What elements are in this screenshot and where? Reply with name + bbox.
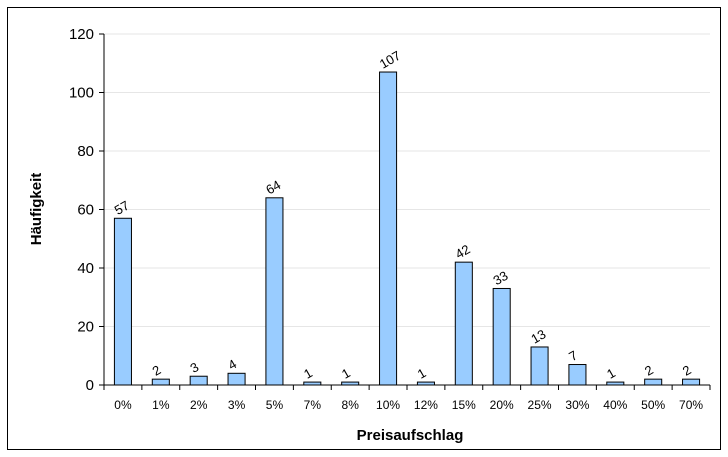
bar: [682, 378, 701, 386]
x-tick-label: 25%: [528, 398, 552, 412]
data-label: 13: [528, 326, 548, 346]
data-label: 2: [680, 362, 694, 379]
bar: [644, 378, 663, 386]
y-tick-label: 60: [77, 202, 94, 219]
x-tick-label: 40%: [603, 398, 627, 412]
data-label: 64: [263, 177, 283, 197]
data-label: 33: [490, 268, 510, 288]
bar: [151, 378, 170, 386]
y-tick-label: 40: [77, 260, 94, 277]
bar: [265, 197, 284, 386]
y-tick-label: 120: [69, 26, 94, 43]
y-tick-label: 80: [77, 143, 94, 160]
x-tick-label: 8%: [342, 398, 360, 412]
x-tick-label: 30%: [565, 398, 589, 412]
x-tick-label: 5%: [266, 398, 284, 412]
y-tick-label: 20: [77, 319, 94, 336]
x-tick-label: 70%: [679, 398, 703, 412]
bar: [227, 372, 246, 386]
bar: [530, 346, 549, 386]
data-label: 57: [112, 198, 132, 218]
x-tick-label: 0%: [114, 398, 132, 412]
y-tick-labels: 0 20 40 60 80 100 120: [69, 26, 94, 394]
data-label: 7: [566, 348, 580, 365]
bars: [113, 71, 701, 386]
bar: [189, 375, 208, 386]
data-label: 4: [225, 356, 239, 373]
x-tick-label: 20%: [490, 398, 514, 412]
data-label: 3: [187, 359, 201, 376]
y-tick-label: 0: [86, 377, 94, 394]
x-tick-label: 7%: [304, 398, 322, 412]
bar: [379, 71, 398, 386]
data-label: 1: [604, 365, 618, 382]
data-label: 1: [301, 365, 315, 382]
x-tick-label: 15%: [452, 398, 476, 412]
x-tick-label: 12%: [414, 398, 438, 412]
data-label: 2: [150, 362, 164, 379]
data-label: 107: [377, 48, 403, 72]
bar: [454, 261, 473, 386]
x-tick-label: 3%: [228, 398, 246, 412]
bar: [113, 217, 132, 386]
data-label: 2: [642, 362, 656, 379]
x-tick-label: 10%: [376, 398, 400, 412]
data-label: 1: [339, 365, 353, 382]
y-tick-label: 100: [69, 85, 94, 102]
gridlines: [104, 33, 710, 327]
x-tick-label: 2%: [190, 398, 208, 412]
axes: [99, 33, 711, 390]
bar: [568, 364, 587, 386]
y-axis-title: Häufigkeit: [28, 173, 45, 246]
x-tick-labels: 0% 1% 2% 3% 5% 7% 8% 10% 12% 15% 20% 25% 30% 40% 50% 70…: [114, 398, 703, 412]
x-tick-label: 1%: [152, 398, 170, 412]
x-tick-label: 50%: [641, 398, 665, 412]
x-axis-title: Preisaufschlag: [357, 427, 464, 444]
data-label: 1: [415, 365, 429, 382]
data-label: 42: [453, 242, 473, 262]
data-labels: 57 2 3 4 64 1 1 107 1 42 33 13 7 1 2 2: [112, 48, 694, 382]
bar: [492, 287, 511, 386]
